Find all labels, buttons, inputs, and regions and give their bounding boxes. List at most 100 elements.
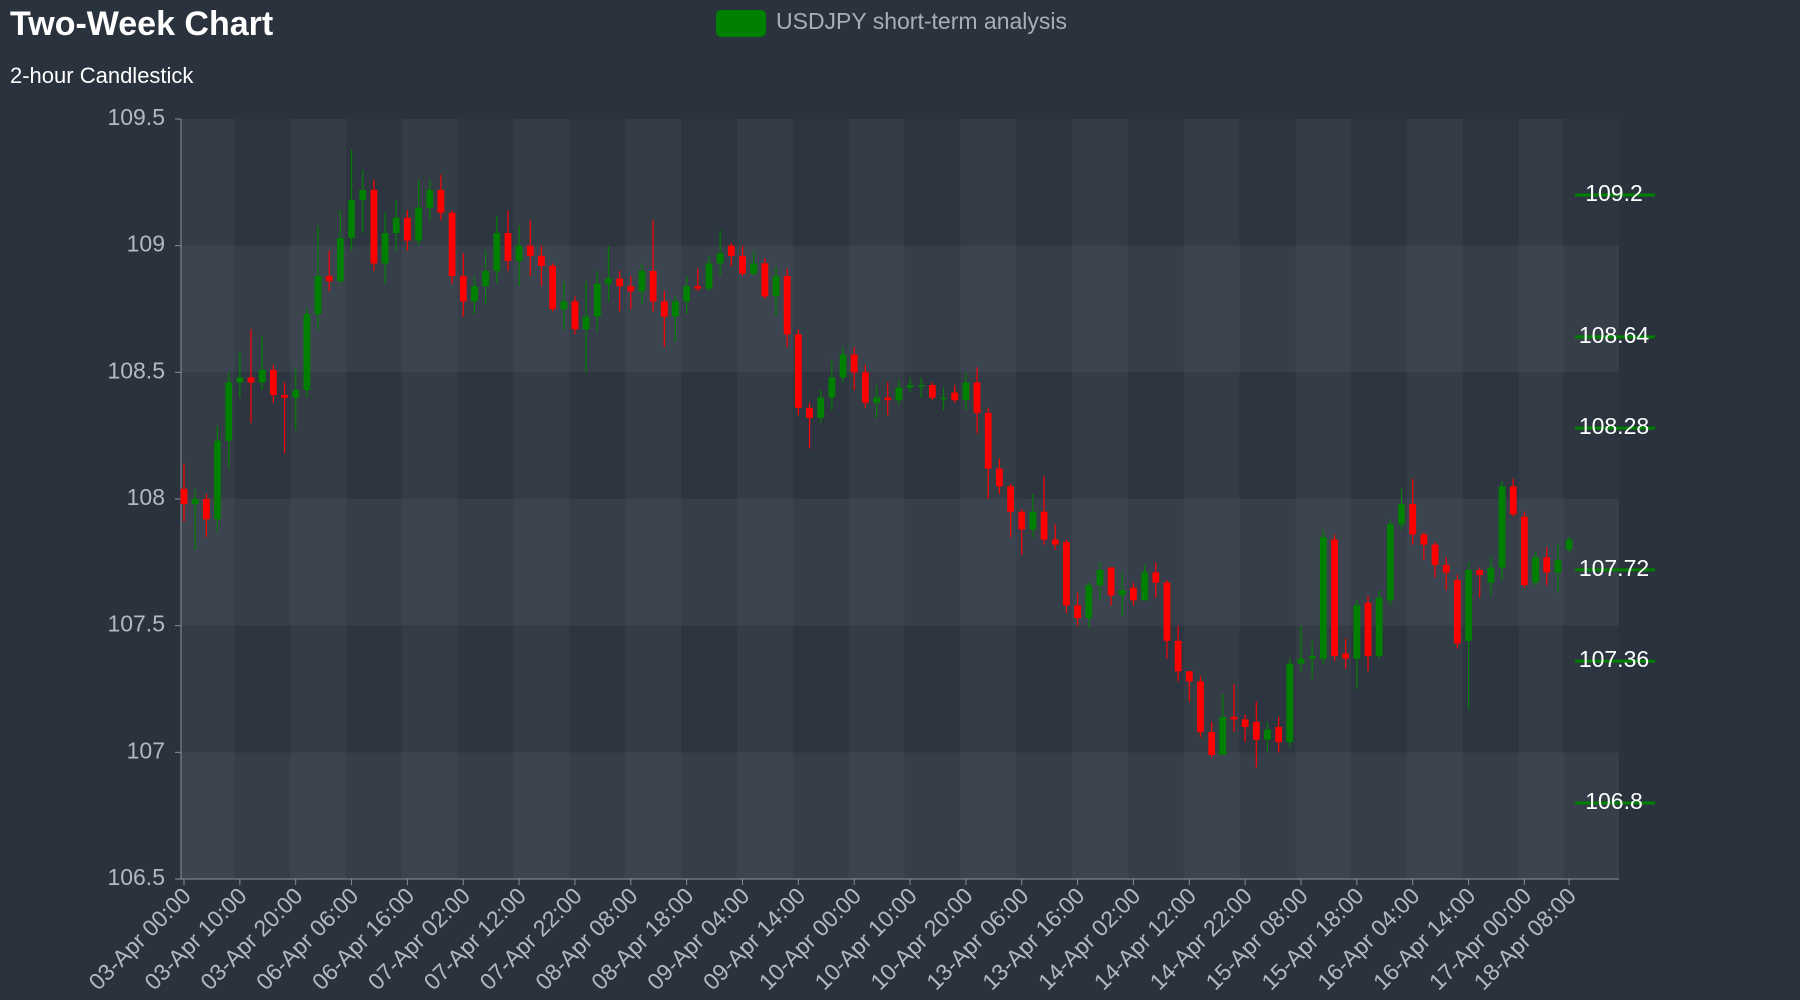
y-tick-label: 109 [127,231,165,257]
candle-body [459,276,467,302]
candle-body [191,499,199,505]
candle-body [1409,504,1417,535]
candle-body [928,385,936,398]
candle-body [1252,721,1260,740]
candle-body [627,286,635,292]
legend-label[interactable]: USDJPY short-term analysis [776,8,1067,34]
candle-body [694,286,702,289]
candle-body [1331,539,1338,657]
candle-body [1040,511,1048,540]
candle-body [772,276,780,297]
candle-body [1420,534,1428,545]
plot-stripe [1295,119,1351,879]
candle-body [1342,653,1350,659]
plot-stripe [1072,119,1128,879]
candle-body [984,412,992,469]
candle-body [1264,729,1271,740]
candle-body [806,407,813,418]
candle-body [1543,557,1551,573]
candle-body [1308,656,1316,659]
chart-subtitle: 2-hour Candlestick [10,63,194,88]
candle-body [1286,663,1294,743]
candle-body [325,276,333,282]
candle-body [1096,569,1104,586]
candle-body [404,217,411,241]
candle-body [1498,486,1506,568]
candle-body [515,245,523,261]
plot-stripe [514,119,570,879]
candle-body [292,390,300,398]
plot-stripe [1184,119,1240,879]
y-tick-label: 108 [127,484,165,510]
candle-body [1275,727,1283,743]
candle-body [873,397,880,403]
candle-body [1431,544,1439,565]
candle-body [1364,602,1372,657]
candle-body [951,392,959,401]
candle-body [962,382,970,401]
candle-body [1230,716,1238,720]
candle-body [1185,671,1193,682]
candle-body [660,301,668,317]
candle-body [1208,732,1216,755]
candle-body [906,385,914,388]
candle-body [1386,524,1394,601]
candle-body [426,189,434,208]
candle-body [1085,585,1093,619]
level-label: 109.2 [1585,180,1643,206]
candle-body [526,245,534,256]
candle-body [1521,516,1528,586]
candle-body [392,217,400,233]
plot-stripe [737,119,793,879]
y-tick-label: 106.5 [107,864,165,890]
candle-body [1442,564,1450,573]
candle-body [1018,511,1026,530]
candle-body [504,233,512,261]
candle-body [895,387,903,401]
candle-body [683,286,691,302]
candle-body [549,265,557,309]
candle-body [1219,716,1227,755]
candle-body [437,189,445,213]
plot-stripe [1519,119,1564,879]
legend-swatch[interactable] [716,10,766,37]
plot-stripe [1407,119,1463,879]
candle-body [348,200,355,239]
candle-body [1063,542,1070,606]
candle-body [839,354,847,378]
candle-body [180,488,188,505]
candle-body [716,253,724,264]
candle-body [850,354,858,373]
candle-body [794,334,802,408]
y-tick-label: 107.5 [107,611,165,637]
candle-body [1051,539,1059,545]
candle-body [359,189,367,201]
candle-body [1074,605,1081,619]
candle-body [1118,590,1126,596]
candle-body [1487,567,1495,583]
candle-body [1130,587,1137,601]
candle-body [1509,486,1517,515]
level-label: 108.28 [1579,413,1649,439]
candle-body [828,377,836,398]
candle-body [448,212,456,277]
candle-body [1398,504,1405,525]
candle-body [1107,567,1115,596]
candle-body [214,440,221,520]
candle-body [1197,681,1204,733]
candle-body [1029,511,1037,530]
candle-body [269,369,277,396]
candle-body [1532,557,1539,583]
candle-body [1241,719,1249,727]
candle-body [1319,537,1327,659]
candle-body [303,314,311,391]
candle-body [783,276,791,335]
candle-body [336,238,344,282]
candle-body [817,397,825,418]
plot-band [181,752,1619,879]
candle-body [202,499,210,520]
candle-body [605,278,612,284]
candle-body [638,271,646,292]
candle-body [1163,582,1171,641]
candle-body [493,233,501,271]
